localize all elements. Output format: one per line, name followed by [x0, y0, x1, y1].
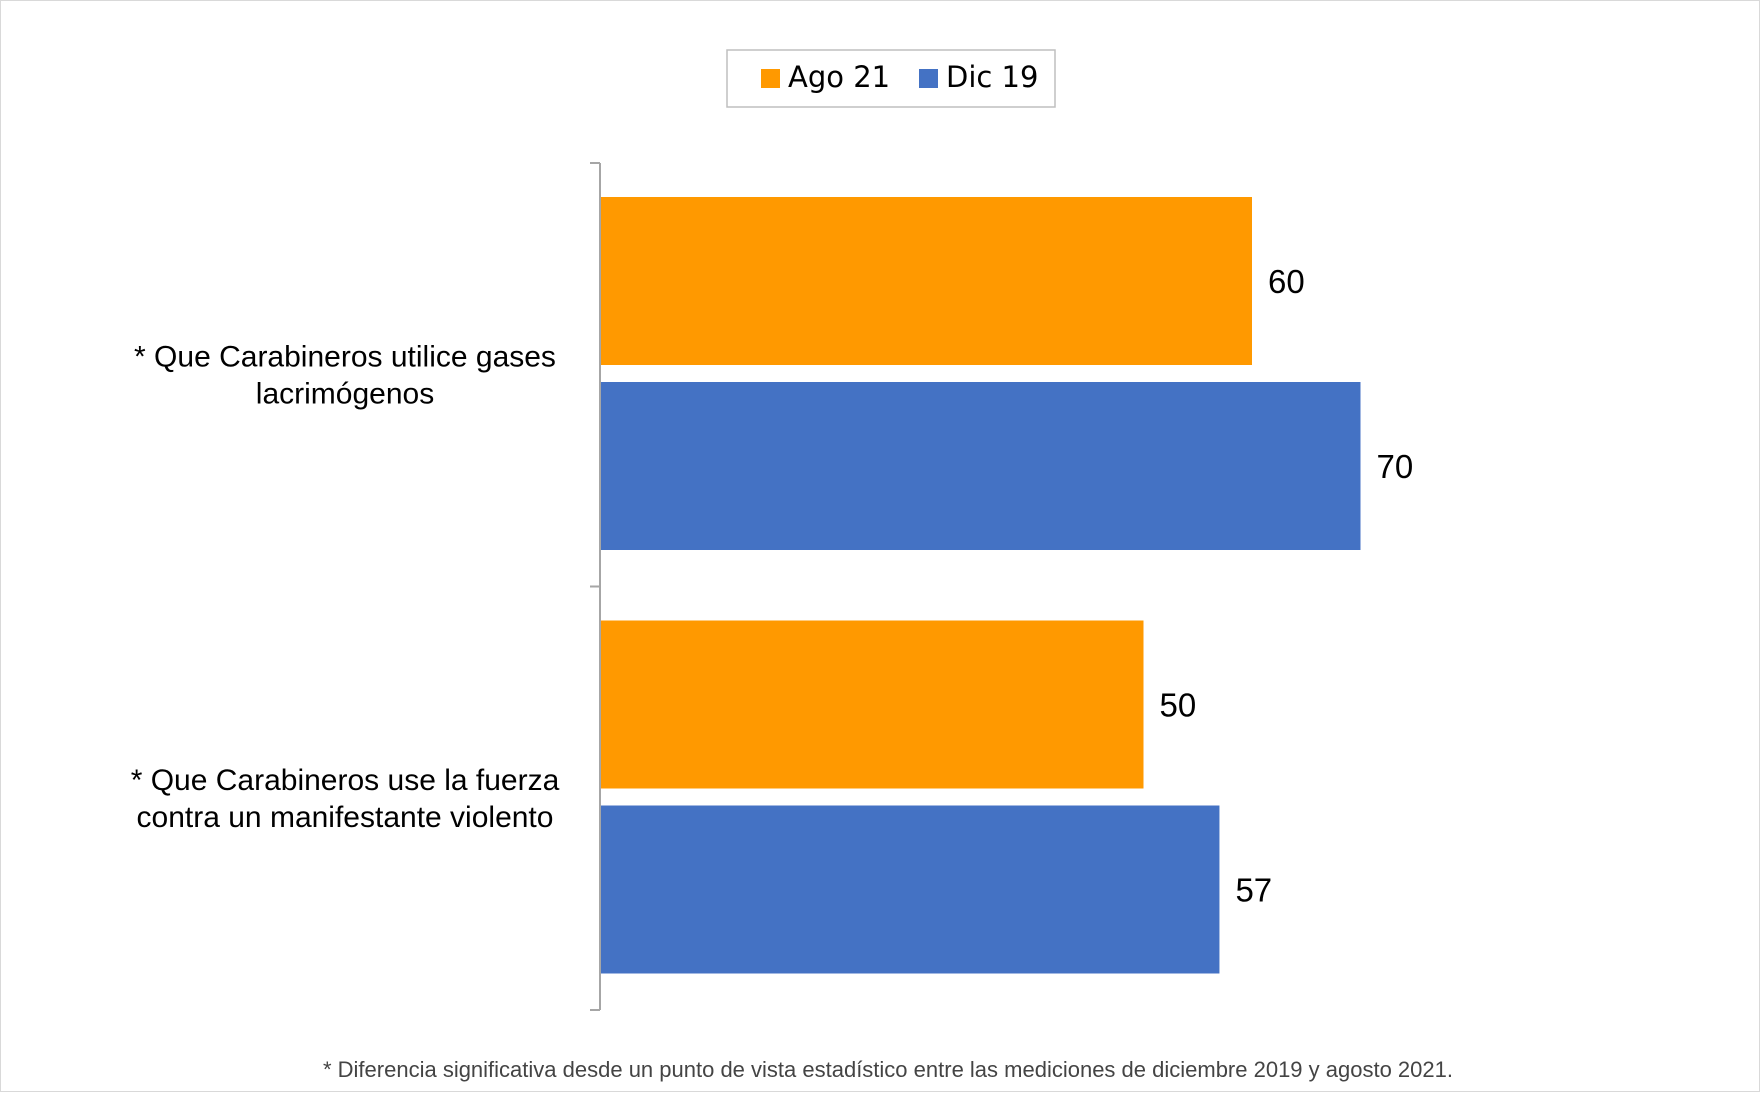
bars	[601, 197, 1361, 974]
bar	[601, 620, 1144, 789]
legend-label: Dic 19	[946, 60, 1038, 94]
category-axis	[590, 162, 601, 1011]
data-label: 60	[1268, 263, 1305, 300]
legend-swatch	[761, 69, 780, 88]
bar	[601, 382, 1361, 550]
legend-box	[726, 49, 1056, 108]
footnote: * Diferencia significativa desde un punt…	[323, 1057, 1453, 1082]
bar	[601, 197, 1252, 365]
data-label: 50	[1160, 687, 1197, 724]
legend-label: Ago 21	[788, 60, 890, 94]
labels: 60 70 * Que Carabineros utilice gases lacri…	[131, 263, 1414, 909]
data-label: 57	[1235, 872, 1272, 909]
category-label: * Que Carabineros use la fuerza contra un…	[131, 764, 560, 834]
legend-swatch	[919, 69, 938, 88]
category-label: * Que Carabineros utilice gases lacrimóge…	[134, 340, 556, 410]
legend: Ago 21 Dic 19	[726, 49, 1056, 108]
bar	[601, 805, 1220, 974]
data-label: 70	[1377, 448, 1414, 485]
